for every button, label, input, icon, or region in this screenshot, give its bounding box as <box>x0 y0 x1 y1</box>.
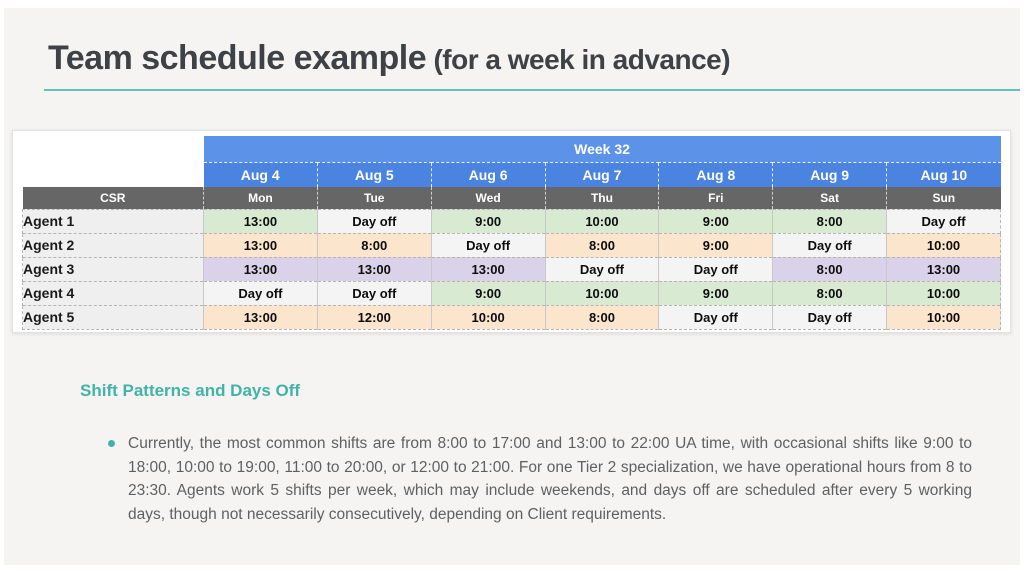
shift-time-cell: 12:00 <box>316 304 432 330</box>
bullet-text: Currently, the most common shifts are fr… <box>128 435 972 523</box>
day-off-cell: Day off <box>658 256 773 281</box>
page-title: Team schedule example (for a week in adv… <box>48 36 731 82</box>
agent-schedule-row: Agent 1 13:00 Day off 9:00 10:00 9:00 8:00 Day … <box>22 208 1001 233</box>
slide-background: Team schedule example (for a week in adv… <box>4 8 1020 565</box>
week-header-row: Week 32 <box>22 136 1001 187</box>
shift-time-cell: 13:00 <box>203 256 318 281</box>
day-header-cell: Sat <box>772 187 887 209</box>
title-underline <box>44 89 1020 91</box>
agent-name-cell: Agent 5 <box>22 304 204 330</box>
bullet-icon <box>108 440 115 447</box>
day-header-cell: Mon <box>203 187 318 209</box>
agent-schedule-row: Agent 2 13:00 8:00 Day off 8:00 9:00 Day off 10… <box>22 232 1001 257</box>
shift-time-cell: 8:00 <box>772 280 887 305</box>
shift-time-cell: 8:00 <box>772 208 887 233</box>
shift-time-cell: 9:00 <box>658 208 773 233</box>
date-header-cell: Aug 8 <box>658 162 773 187</box>
shift-time-cell: 13:00 <box>203 232 318 257</box>
shift-time-cell: 10:00 <box>544 208 659 233</box>
bullet-item: Currently, the most common shifts are fr… <box>108 432 972 526</box>
day-off-cell: Day off <box>772 232 887 257</box>
agent-name-cell: Agent 2 <box>22 232 204 257</box>
shift-time-cell: 9:00 <box>430 280 546 305</box>
shift-time-cell: 8:00 <box>544 304 659 330</box>
day-header-cell: Wed <box>430 187 546 209</box>
day-off-cell: Day off <box>772 304 887 330</box>
date-header-cell: Aug 10 <box>886 162 1001 187</box>
shift-time-cell: 10:00 <box>886 280 1001 305</box>
shift-time-cell: 8:00 <box>772 256 887 281</box>
agent-schedule-row: Agent 3 13:00 13:00 13:00 Day off Day off 8:00… <box>22 256 1001 281</box>
shift-time-cell: 9:00 <box>658 280 773 305</box>
day-header-cell: Tue <box>316 187 432 209</box>
shift-time-cell: 13:00 <box>430 256 546 281</box>
date-header-row: Aug 4 Aug 5 Aug 6 Aug 7 Aug 8 Aug 9 Aug 10 <box>23 162 1001 187</box>
day-off-cell: Day off <box>203 280 318 305</box>
shift-time-cell: 8:00 <box>544 232 659 257</box>
day-header-cell: Sun <box>886 187 1001 209</box>
shift-time-cell: 10:00 <box>544 280 659 305</box>
agent-schedule-row: Agent 5 13:00 12:00 10:00 8:00 Day off Day off… <box>22 304 1001 330</box>
date-header-cell: Aug 5 <box>316 162 432 187</box>
agent-name-cell: Agent 4 <box>22 280 204 305</box>
agent-name-cell: Agent 1 <box>22 208 204 233</box>
shift-time-cell: 10:00 <box>886 304 1001 330</box>
day-off-cell: Day off <box>658 304 773 330</box>
shift-time-cell: 13:00 <box>203 304 318 330</box>
agent-name-cell: Agent 3 <box>22 256 204 281</box>
day-off-cell: Day off <box>316 280 432 305</box>
schedule-table: Week 32 Aug 4 Aug 5 Aug 6 Aug 7 Aug 8 Aug 9 Au… <box>22 136 1001 330</box>
csr-header-cell: CSR <box>22 187 204 209</box>
day-off-cell: Day off <box>316 208 432 233</box>
page-title-main: Team schedule example <box>48 39 427 77</box>
shift-time-cell: 9:00 <box>658 232 773 257</box>
date-header-cell: Aug 4 <box>203 162 318 187</box>
day-header-cell: Thu <box>544 187 659 209</box>
shift-time-cell: 13:00 <box>203 208 318 233</box>
section-heading: Shift Patterns and Days Off <box>80 381 301 400</box>
shift-time-cell: 10:00 <box>886 232 1001 257</box>
schedule-table-card: Week 32 Aug 4 Aug 5 Aug 6 Aug 7 Aug 8 Aug 9 Au… <box>12 130 1011 333</box>
corner-blank-cell <box>22 136 204 187</box>
shift-time-cell: 9:00 <box>430 208 546 233</box>
shift-time-cell: 13:00 <box>316 256 432 281</box>
shift-time-cell: 13:00 <box>886 256 1001 281</box>
date-header-cell: Aug 6 <box>430 162 546 187</box>
date-header-cell: Aug 7 <box>544 162 659 187</box>
day-off-cell: Day off <box>430 232 546 257</box>
week-label-cell: Week 32 <box>203 136 1001 163</box>
day-header-row: CSR Mon Tue Wed Thu Fri Sat Sun <box>22 187 1001 209</box>
shift-time-cell: 10:00 <box>430 304 546 330</box>
day-off-cell: Day off <box>886 208 1001 233</box>
day-off-cell: Day off <box>544 256 659 281</box>
date-header-cell: Aug 9 <box>772 162 887 187</box>
shift-time-cell: 8:00 <box>316 232 432 257</box>
day-header-cell: Fri <box>658 187 773 209</box>
agent-schedule-row: Agent 4 Day off Day off 9:00 10:00 9:00 8:00 10… <box>22 280 1001 305</box>
page-title-suffix: (for a week in advance) <box>426 44 731 75</box>
